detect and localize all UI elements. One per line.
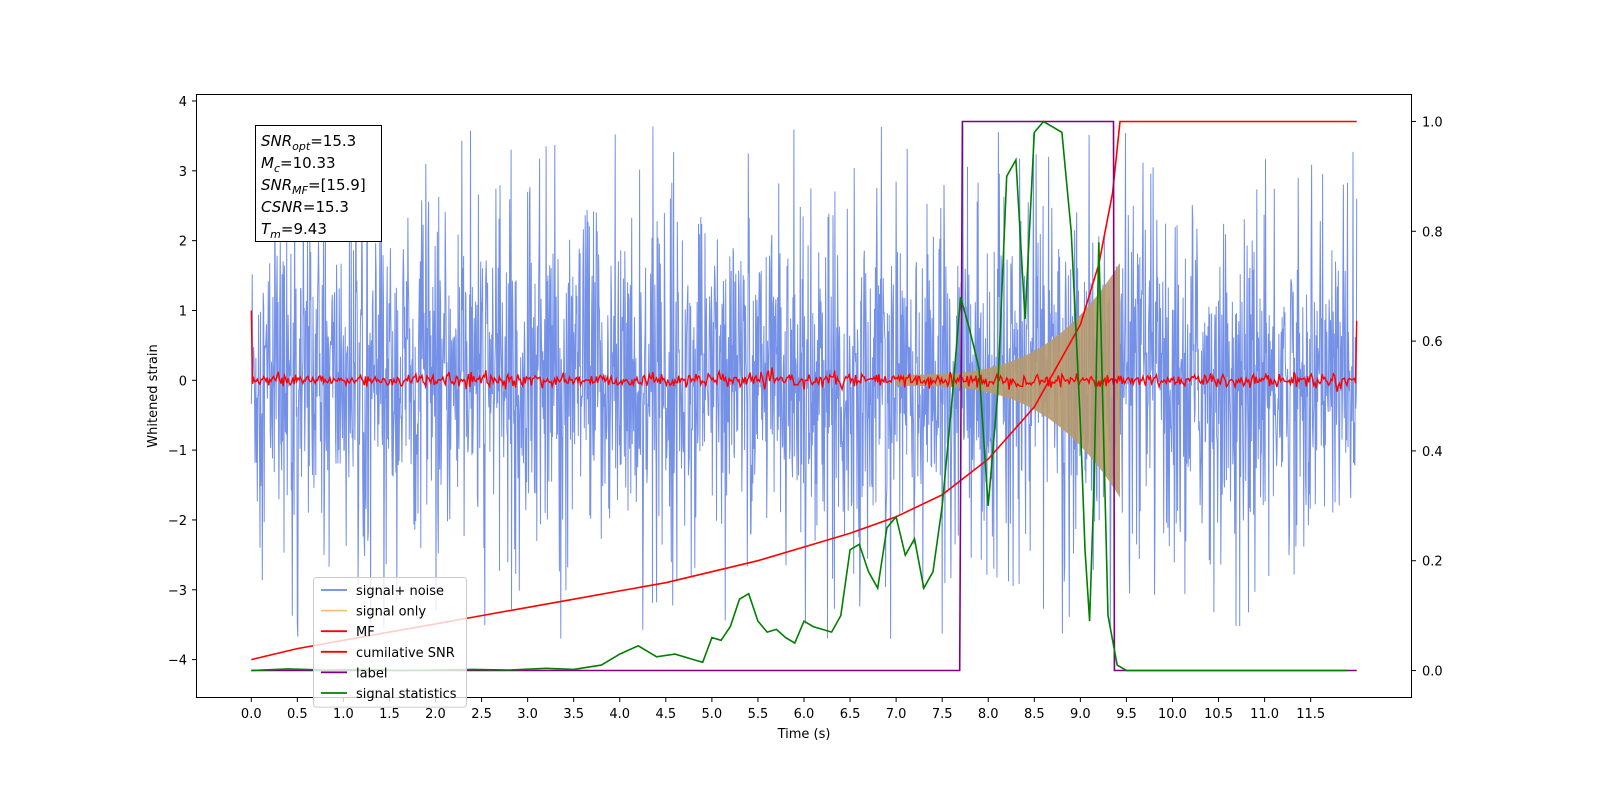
x-tick-label: 9.0 [1070, 707, 1091, 722]
x-tick-label: 1.5 [379, 707, 400, 722]
legend: signal+ noise signal only MF cumilative SNR… [313, 577, 467, 708]
legend-label: signal+ noise [356, 584, 444, 599]
y-left-tick-label: 4 [179, 95, 187, 110]
series-signal-statistics-line [251, 120, 1348, 672]
y-left-tick-label: −3 [168, 584, 187, 599]
annotation-line: SNRMF=[15.9] [261, 176, 366, 197]
y-left-tick-label: 3 [179, 165, 187, 180]
y-left-tick-label: 0 [179, 374, 187, 389]
x-tick-label: 2.5 [471, 707, 492, 722]
x-tick-label: 1.0 [333, 707, 354, 722]
y-left-tick-label: 1 [179, 304, 187, 319]
x-tick-label: 9.5 [1116, 707, 1137, 722]
annotation-line: Mc=10.33 [261, 154, 336, 175]
x-tick-label: 8.5 [1024, 707, 1045, 722]
legend-label: cumilative SNR [356, 646, 455, 661]
x-tick-label: 11.0 [1250, 707, 1279, 722]
y-right-tick-label: 0.4 [1422, 445, 1443, 460]
legend-label: MF [356, 625, 375, 640]
x-tick-label: 7.0 [886, 707, 907, 722]
annotation-box-frame [255, 125, 382, 242]
x-tick-label: 3.5 [563, 707, 584, 722]
y-left-tick-label: −2 [168, 514, 187, 529]
x-tick-label: 8.0 [978, 707, 999, 722]
legend-label: signal only [356, 605, 426, 620]
x-axis-label: Time (s) [777, 727, 831, 742]
x-tick-label: 3.0 [517, 707, 538, 722]
x-tick-label: 6.0 [794, 707, 815, 722]
axes: 0.0 0.5 1.0 1.5 2.0 2.5 3.0 3.5 4.0 4.5 5.0 5.5 6.0 6… [168, 95, 1443, 722]
annotation-line: SNRopt=15.3 [261, 132, 356, 153]
y-right-tick-label: 0.0 [1422, 665, 1443, 680]
y-right-tick-label: 0.6 [1422, 335, 1443, 350]
legend-label: signal statistics [356, 687, 457, 702]
annotation-box: SNRopt=15.3Mc=10.33SNRMF=[15.9]CSNR=15.3… [255, 125, 382, 242]
x-tick-label: 4.0 [609, 707, 630, 722]
plot-frame [196, 94, 1412, 698]
y-left-tick-label: −1 [168, 444, 187, 459]
x-tick-label: 7.5 [932, 707, 953, 722]
y-left-tick-label: 2 [179, 235, 187, 250]
y-right-tick-label: 0.8 [1422, 225, 1443, 240]
series-signal-noise-line [250, 125, 1358, 639]
x-tick-label: 10.5 [1204, 707, 1233, 722]
x-tick-label: 5.5 [748, 707, 769, 722]
y-right-tick-label: 1.0 [1422, 115, 1443, 130]
x-tick-label: 0.5 [287, 707, 308, 722]
series-mf-line [250, 310, 1358, 392]
x-tick-label: 0.0 [241, 707, 262, 722]
x-tick-label: 5.0 [702, 707, 723, 722]
annotation-line: Tm=9.43 [261, 220, 327, 241]
x-tick-label: 11.5 [1296, 707, 1325, 722]
x-tick-label: 4.5 [655, 707, 676, 722]
legend-frame [313, 577, 467, 708]
x-tick-label: 2.0 [425, 707, 446, 722]
legend-label: label [356, 666, 387, 681]
y-right-tick-label: 0.2 [1422, 555, 1443, 570]
x-tick-label: 10.0 [1158, 707, 1187, 722]
y-left-tick-label: −4 [168, 654, 187, 669]
x-tick-label: 6.5 [840, 707, 861, 722]
y-axis-label: Whitened strain [146, 344, 161, 447]
annotation-line: CSNR=15.3 [261, 198, 349, 216]
